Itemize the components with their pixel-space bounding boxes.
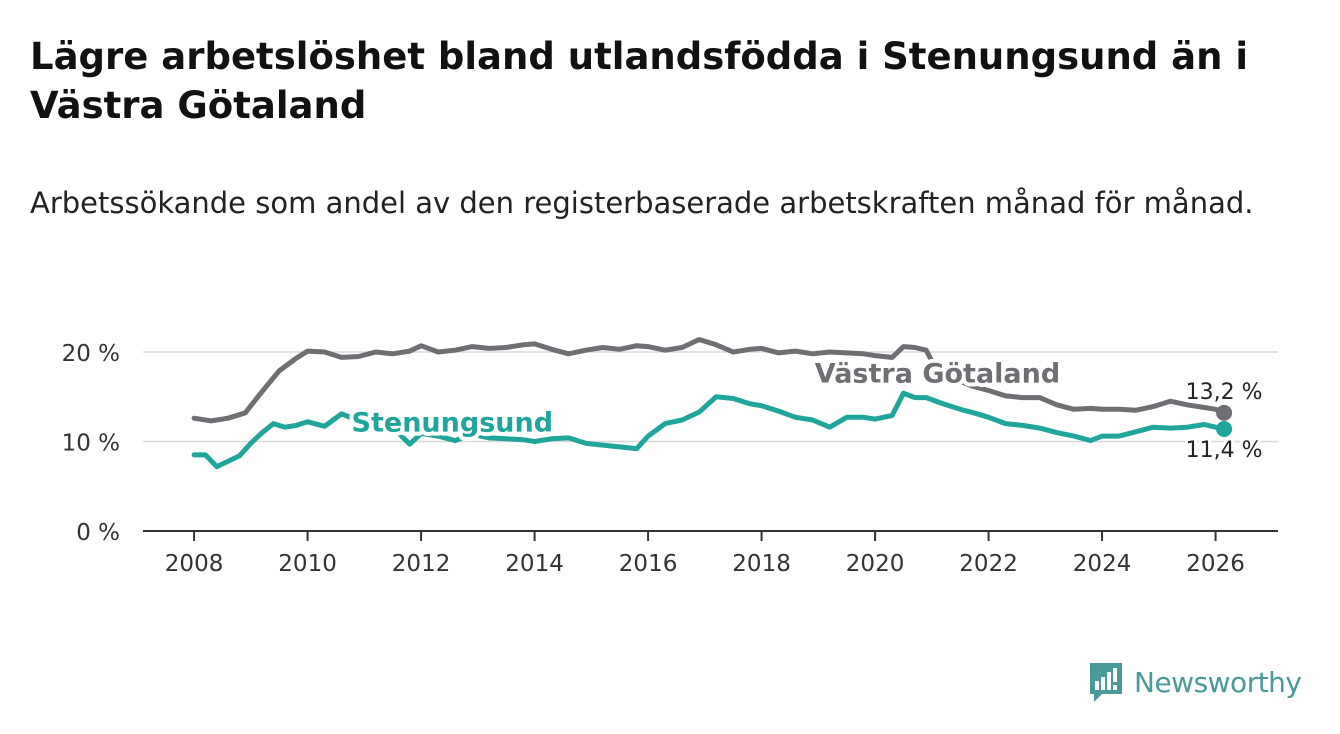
chart-title: Lägre arbetslöshet bland utlandsfödda i …	[30, 35, 1249, 127]
series-name-vastra-gotaland: Västra Götaland	[815, 358, 1060, 389]
series-line-vastra-gotaland	[191, 337, 1227, 424]
y-tick-label: 10 %	[62, 431, 120, 457]
y-axis-ticks: 0 % 10 % 20 %	[62, 341, 120, 546]
x-axis-ticks: 2008 2010 2012 2014 2016 2018 2020 2022 2024 2026	[165, 531, 1245, 577]
y-tick-label: 0 %	[76, 520, 120, 546]
gridlines	[143, 351, 1278, 532]
y-tick-label: 20 %	[62, 341, 120, 367]
chart-subtitle: Arbetssökande som andel av den registerb…	[30, 186, 1254, 220]
x-tick-label: 2018	[732, 551, 791, 577]
x-tick-label: 2010	[278, 551, 337, 577]
series-labels: 13,2 % 11,4 % Västra Götaland Stenungsund	[348, 354, 1266, 466]
x-tick-label: 2022	[959, 551, 1018, 577]
x-tick-label: 2014	[505, 551, 564, 577]
newsworthy-logo-icon	[1090, 663, 1122, 702]
series-end-point	[1216, 420, 1233, 437]
series-end-point	[1216, 404, 1233, 421]
series-lines	[191, 337, 1233, 470]
x-tick-label: 2020	[846, 551, 905, 577]
series-line-stenungsund	[191, 390, 1227, 470]
x-tick-label: 2008	[165, 551, 224, 577]
series-name-stenungsund: Stenungsund	[352, 408, 554, 439]
series-end-label: 13,2 %	[1186, 380, 1263, 405]
x-tick-label: 2024	[1073, 551, 1132, 577]
series-end-label: 11,4 %	[1186, 438, 1263, 463]
x-tick-label: 2012	[392, 551, 451, 577]
newsworthy-brand: Newsworthy	[1088, 660, 1302, 704]
brand-name: Newsworthy	[1134, 665, 1302, 699]
x-tick-label: 2016	[619, 551, 678, 577]
x-tick-label: 2026	[1186, 551, 1245, 577]
